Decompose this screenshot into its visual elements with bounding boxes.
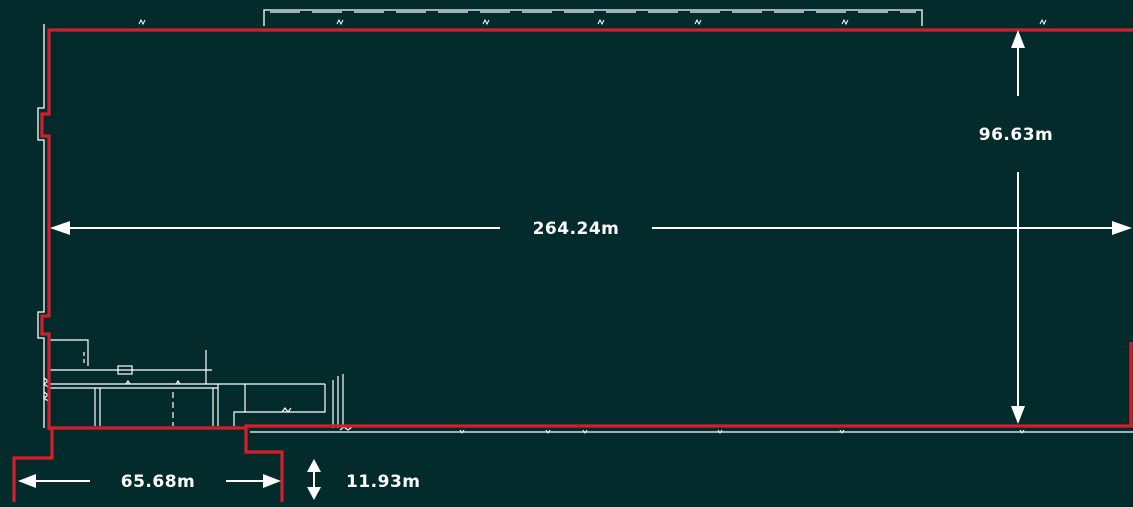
office-fixture bbox=[117, 365, 133, 375]
column-marker bbox=[459, 429, 465, 434]
column-marker bbox=[717, 429, 723, 434]
annex-depth-dimension bbox=[307, 459, 321, 500]
left-facade-wall bbox=[37, 24, 45, 428]
length-dimension bbox=[50, 221, 1132, 235]
column-marker bbox=[839, 429, 845, 434]
lease-boundary bbox=[12, 424, 1133, 502]
annex-width-label: 65.68m bbox=[121, 472, 196, 492]
office-door bbox=[339, 426, 353, 431]
annex-depth-label: 11.93m bbox=[346, 472, 421, 492]
arrow-left-icon bbox=[50, 221, 70, 235]
arrow-down-icon bbox=[307, 487, 321, 500]
depth-dimension bbox=[1011, 30, 1025, 424]
arrow-right-icon bbox=[1112, 221, 1132, 235]
depth-label: 96.63m bbox=[979, 125, 1054, 145]
office-door bbox=[281, 407, 292, 413]
column-marker bbox=[482, 18, 490, 26]
arrow-right-icon bbox=[263, 474, 281, 488]
column-marker bbox=[1019, 429, 1025, 434]
arrow-left-icon bbox=[18, 474, 36, 488]
annex-width-dimension bbox=[18, 474, 281, 488]
office-block bbox=[43, 339, 353, 431]
arrow-up-icon bbox=[307, 459, 321, 472]
lease-boundary-annex-right bbox=[244, 428, 284, 502]
office-wall bbox=[233, 384, 246, 426]
office-door bbox=[175, 379, 181, 385]
office-door bbox=[125, 379, 131, 385]
office-wall bbox=[245, 384, 326, 413]
column-marker bbox=[336, 18, 344, 26]
office-door bbox=[43, 377, 49, 388]
column-marker bbox=[841, 18, 849, 26]
top-canopy bbox=[263, 9, 923, 26]
office-wall bbox=[50, 339, 89, 366]
length-label: 264.24m bbox=[533, 219, 620, 239]
building-outline bbox=[37, 9, 1133, 433]
column-marker bbox=[582, 429, 588, 434]
column-marker bbox=[545, 429, 551, 434]
lease-boundary-main bbox=[40, 28, 1133, 430]
column-marker bbox=[1039, 18, 1047, 26]
column-marker bbox=[138, 18, 146, 26]
office-door bbox=[43, 391, 49, 402]
column-marker bbox=[597, 18, 605, 26]
column-markers bbox=[138, 18, 1047, 434]
arrow-down-icon bbox=[1011, 406, 1025, 424]
column-marker bbox=[694, 18, 702, 26]
arrow-up-icon bbox=[1011, 30, 1025, 48]
